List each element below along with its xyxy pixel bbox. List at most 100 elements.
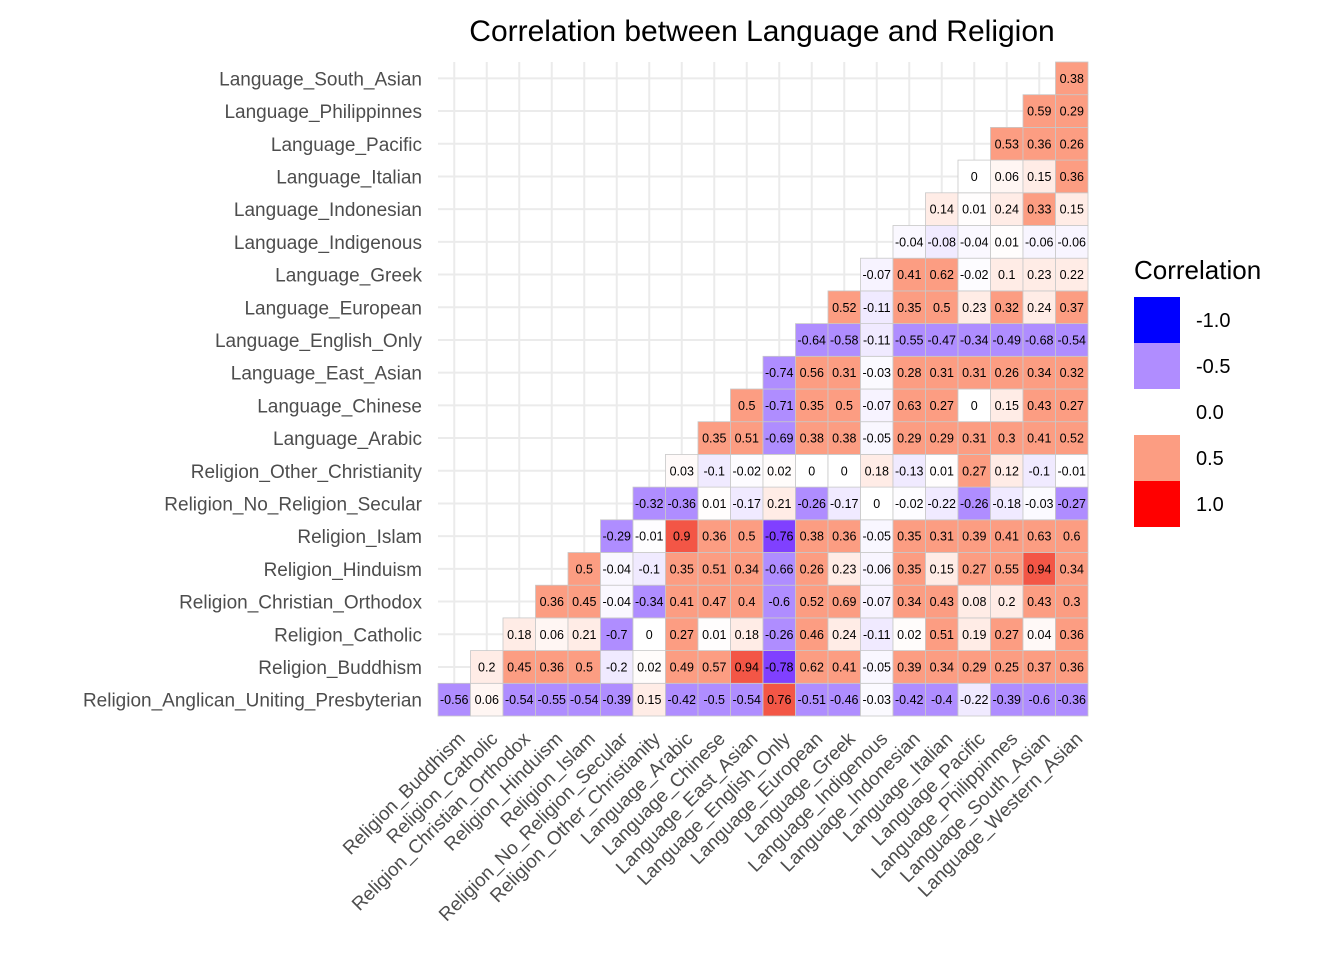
cell-value-label: 0.21 [572,628,596,642]
heatmap-cell [1055,650,1089,684]
heatmap-cell [730,421,764,455]
legend-swatch [1134,435,1180,481]
cell-value-label: 0.25 [995,660,1019,674]
y-tick-label: Religion_No_Religion_Secular [164,494,422,515]
heatmap-cell [1055,682,1089,717]
cell-value-label: -0.34 [635,595,664,609]
cell-value-label: 0 [971,170,978,184]
cell-value-label: 0.63 [897,399,921,413]
cell-value-label: 0.23 [1027,268,1051,282]
heatmap-cell [795,323,829,357]
cell-value-label: 0.02 [767,464,791,478]
cell-value-label: -0.03 [863,693,892,707]
cell-value-label: 0.04 [1027,628,1051,642]
cell-value-label: 0.27 [1060,399,1084,413]
heatmap-cell [1055,552,1089,586]
cell-value-label: 0.01 [962,203,986,217]
heatmap-cell [957,257,991,292]
heatmap-cell [990,519,1024,553]
heatmap-cell [1022,682,1056,717]
heatmap-cell [795,421,829,455]
cell-value-label: 0.59 [1027,105,1051,119]
cell-value-label: 0.47 [702,595,726,609]
y-tick-label: Religion_Buddhism [258,658,422,679]
heatmap-cell [957,453,991,488]
cell-value-label: 0.4 [738,595,755,609]
cell-value-label: 0.38 [1060,72,1084,86]
heatmap-cell [730,388,764,423]
heatmap-cell [632,650,666,684]
legend-title: Correlation [1134,255,1261,285]
cell-value-label: -0.47 [928,333,957,347]
heatmap-cell [925,290,959,324]
cell-value-label: 0.35 [897,562,921,576]
cell-value-label: 0.56 [800,366,824,380]
cell-value-label: 0.5 [576,660,593,674]
heatmap-cell [795,388,829,423]
cell-value-label: 0.52 [832,301,856,315]
cell-value-label: 0.22 [1060,268,1084,282]
heatmap-cell [632,552,666,586]
cell-value-label: 0.19 [962,628,986,642]
heatmap-cell [762,617,796,652]
y-tick-label: Language_Greek [275,266,422,287]
heatmap-cell [762,552,796,586]
cell-value-label: 0.45 [507,660,531,674]
cell-value-label: 0.43 [930,595,954,609]
cell-value-label: 0.36 [1027,137,1051,151]
cell-value-label: 0.24 [832,628,856,642]
cell-value-label: -0.04 [603,595,632,609]
heatmap-cell [632,617,666,652]
cell-value-label: -0.02 [960,268,989,282]
cell-value-label: -0.02 [895,497,924,511]
cell-value-label: 0.34 [930,660,954,674]
cell-value-label: 0.52 [800,595,824,609]
cell-value-label: 0.33 [1027,203,1051,217]
heatmap-cell [957,584,991,619]
heatmap-cell [1022,355,1056,390]
cell-value-label: 0.62 [800,660,824,674]
y-tick-label: Language_South_Asian [219,69,422,90]
heatmap-cell [1022,323,1056,357]
cell-value-label: 0.41 [995,530,1019,544]
heatmap-cell [1055,355,1089,390]
cell-value-label: 0.26 [800,562,824,576]
cell-value-label: -0.03 [1025,497,1054,511]
chart-title: Correlation between Language and Religio… [469,15,1054,48]
y-tick-label: Religion_Catholic [274,625,422,646]
heatmap-cell [990,552,1024,586]
heatmap-cell [925,323,959,357]
cell-value-label: 0.51 [702,562,726,576]
cell-value-label: -0.04 [895,235,924,249]
cell-value-label: 0.15 [930,562,954,576]
legend-label: -1.0 [1196,310,1230,332]
cell-value-label: 0.18 [865,464,889,478]
cell-value-label: 0.36 [1060,170,1084,184]
cell-value-label: 0.36 [1060,628,1084,642]
heatmap-cell [925,486,959,521]
cell-value-label: -0.46 [830,693,859,707]
cell-value-label: 0.43 [1027,399,1051,413]
heatmap-cell [1055,127,1089,161]
heatmap-cell [567,617,601,652]
cell-value-label: 0.34 [1060,562,1084,576]
cell-value-label: 0 [646,628,653,642]
cell-value-label: -0.08 [928,235,957,249]
cell-value-label: -0.78 [765,660,794,674]
cell-value-label: -0.17 [830,497,859,511]
legend-label: 1.0 [1196,494,1224,516]
cell-value-label: 0.39 [897,660,921,674]
heatmap-cell [1022,225,1056,259]
cell-value-label: 0.06 [540,628,564,642]
cell-value-label: -0.26 [798,497,827,511]
cell-value-label: 0.38 [800,530,824,544]
cell-value-label: 0.52 [1060,432,1084,446]
cell-value-label: -0.02 [733,464,762,478]
y-tick-label: Language_Pacific [271,135,422,156]
y-tick-label: Language_East_Asian [231,364,422,385]
cell-value-label: 0.5 [933,301,950,315]
heatmap-cell [1022,650,1056,684]
heatmap-cell [1022,584,1056,619]
heatmap-cell [1055,617,1089,652]
legend-label: -0.5 [1196,356,1230,378]
